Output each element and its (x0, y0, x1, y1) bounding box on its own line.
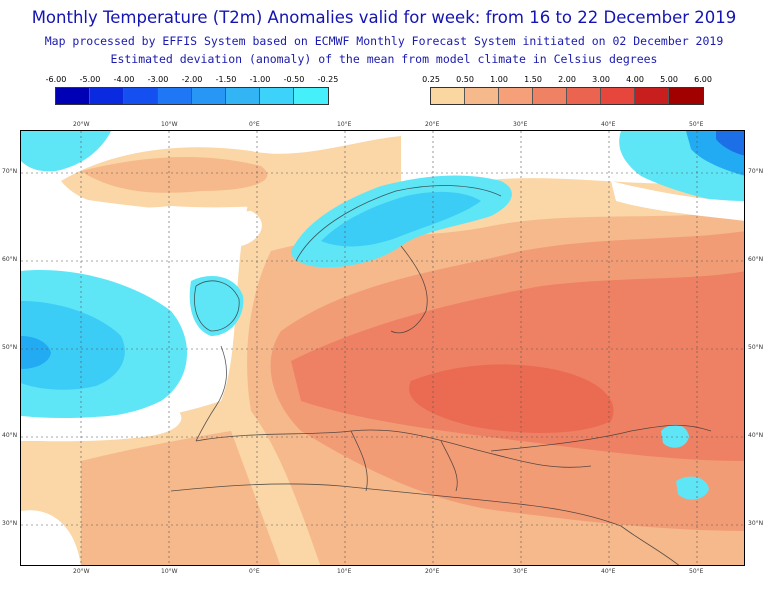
legend-warm-swatch (635, 88, 669, 104)
legend-cold: -6.00 -5.00 -4.00 -3.00 -2.00 -1.50 -1.00 -0.50… (46, 75, 345, 105)
warm-region-peak (409, 364, 614, 433)
longitude-label: 0°E (249, 568, 260, 575)
longitude-label: 50°E (689, 568, 704, 575)
legend-cold-swatch (260, 88, 294, 104)
legend-warm-tick-label: 2.00 (558, 75, 576, 84)
legend-cold-swatch (294, 88, 328, 104)
longitude-label: 40°E (601, 121, 616, 128)
legend-cold-tick-label: -4.00 (113, 75, 135, 84)
cold-caspian-1 (661, 424, 689, 448)
map-title: Monthly Temperature (T2m) Anomalies vali… (31, 8, 737, 27)
legend-warm-tick-label: 4.00 (626, 75, 644, 84)
longitude-label: 20°E (425, 568, 440, 575)
legend-warm-swatch (431, 88, 465, 104)
coastlines (170, 185, 712, 565)
legend-cold-tick-label: -6.00 (45, 75, 67, 84)
legend-warm-swatch (465, 88, 499, 104)
longitude-label: 10°E (337, 568, 352, 575)
latitude-label: 60°N (748, 256, 764, 263)
legend-cold-tick-label: -1.00 (249, 75, 271, 84)
latitude-label: 40°N (748, 432, 764, 439)
longitude-label: 20°E (425, 121, 440, 128)
cold-scandinavia-core (321, 191, 481, 247)
latitude-label: 70°N (2, 168, 18, 175)
neutral-iberia-coast (21, 406, 182, 442)
cold-atlantic-core (21, 301, 125, 390)
legend-cold-swatch (226, 88, 260, 104)
legend-warm-tick-label: 1.00 (490, 75, 508, 84)
latitude-label: 40°N (2, 432, 18, 439)
legend-warm-ticks: 0.25 0.50 1.00 1.50 2.00 3.00 4.00 5.00 6.00 (422, 75, 720, 85)
legend-warm-swatch (669, 88, 703, 104)
longitude-label: 20°W (73, 121, 90, 128)
latitude-label: 50°N (748, 344, 764, 351)
legend-cold-tick-label: -5.00 (79, 75, 101, 84)
latitude-label: 30°N (2, 520, 18, 527)
neutral-northeast (611, 181, 744, 221)
legend-warm-swatch (533, 88, 567, 104)
legend-warm: 0.25 0.50 1.00 1.50 2.00 3.00 4.00 5.00 6.00 (422, 75, 720, 105)
map-subtitle-description: Estimated deviation (anomaly) of the mea… (110, 52, 658, 66)
cold-iceland (21, 131, 111, 172)
legend-warm-swatch (601, 88, 635, 104)
graticule (21, 131, 744, 565)
neutral-southwest (21, 510, 81, 565)
longitude-label: 40°E (601, 568, 616, 575)
latitude-label: 50°N (2, 344, 18, 351)
anomaly-map-svg (21, 131, 744, 565)
latitude-label: 60°N (2, 256, 18, 263)
legend-warm-swatch (567, 88, 601, 104)
cold-barents-peak (716, 131, 744, 156)
legend-cold-swatch (56, 88, 90, 104)
legend-cold-tick-label: -1.50 (215, 75, 237, 84)
legend-warm-tick-label: 1.50 (524, 75, 542, 84)
longitude-label: 20°W (73, 568, 90, 575)
longitude-label: 30°E (513, 121, 528, 128)
legend-cold-tick-label: -0.50 (283, 75, 305, 84)
longitude-label: 50°E (689, 121, 704, 128)
latitude-label: 70°N (748, 168, 764, 175)
legend-cold-swatch (90, 88, 124, 104)
neutral-north-band (21, 191, 262, 248)
legend-warm-swatch (499, 88, 533, 104)
legend-warm-tick-label: 0.25 (422, 75, 440, 84)
longitude-label: 30°E (513, 568, 528, 575)
legend-cold-swatch (158, 88, 192, 104)
legend-cold-swatch (124, 88, 158, 104)
cold-caspian-2 (676, 476, 709, 500)
legend-warm-tick-label: 6.00 (694, 75, 712, 84)
legend-cold-tick-label: -2.00 (181, 75, 203, 84)
legend-warm-tick-label: 0.50 (456, 75, 474, 84)
legend-warm-bar (430, 87, 704, 105)
longitude-label: 10°W (161, 121, 178, 128)
warm-atlantic-south (81, 431, 281, 565)
cold-atlantic-centre (21, 336, 51, 369)
legend-cold-bar (55, 87, 329, 105)
warm-north-atlantic-band (81, 156, 268, 193)
legend-cold-tick-label: -3.00 (147, 75, 169, 84)
map-subtitle-processing: Map processed by EFFIS System based on E… (44, 34, 724, 48)
legend-warm-tick-label: 5.00 (660, 75, 678, 84)
cold-british-isles (189, 276, 244, 336)
legend-warm-tick-label: 3.00 (592, 75, 610, 84)
legend-cold-swatch (192, 88, 226, 104)
longitude-label: 10°W (161, 568, 178, 575)
longitude-label: 0°E (249, 121, 260, 128)
longitude-label: 10°E (337, 121, 352, 128)
legend-cold-ticks: -6.00 -5.00 -4.00 -3.00 -2.00 -1.50 -1.00 -0.50… (46, 75, 345, 85)
latitude-label: 30°N (748, 520, 764, 527)
legend-cold-tick-label: -0.25 (317, 75, 339, 84)
anomaly-map (20, 130, 745, 566)
